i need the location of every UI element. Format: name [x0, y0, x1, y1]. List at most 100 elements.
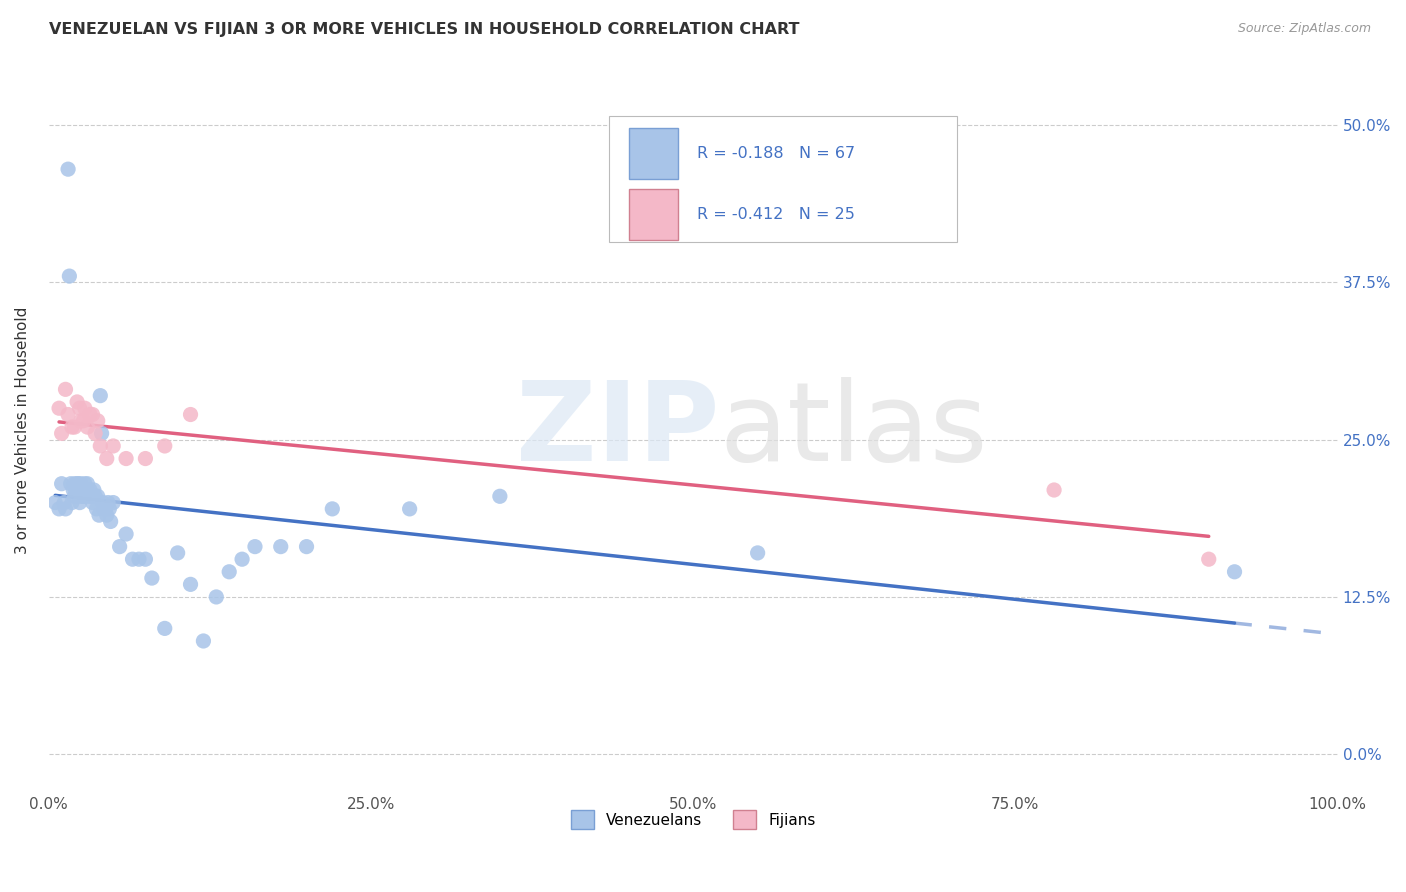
Point: [166, 546, 188, 560]
Y-axis label: 3 or more Vehicles in Household: 3 or more Vehicles in Household: [15, 307, 30, 554]
Point: [98, 501, 121, 516]
Point: [70, 414, 93, 428]
Point: [108, 540, 131, 554]
FancyBboxPatch shape: [609, 116, 957, 242]
Point: [62, 483, 84, 497]
FancyBboxPatch shape: [628, 128, 678, 178]
Point: [55, 501, 77, 516]
Legend: Venezuelans, Fijians: Venezuelans, Fijians: [565, 804, 821, 835]
Point: [180, 577, 202, 591]
Point: [73, 489, 96, 503]
Point: [96, 508, 118, 523]
Point: [134, 451, 156, 466]
Point: [55, 382, 77, 396]
Point: [86, 501, 108, 516]
Point: [48, 501, 70, 516]
Point: [1043, 483, 1066, 497]
Point: [53, 495, 76, 509]
Point: [489, 489, 512, 503]
Text: R = -0.188   N = 67: R = -0.188 N = 67: [697, 146, 855, 161]
Point: [65, 483, 87, 497]
Text: atlas: atlas: [718, 376, 987, 483]
Point: [72, 483, 94, 497]
Point: [84, 489, 107, 503]
Point: [103, 495, 125, 509]
Point: [80, 489, 103, 503]
Point: [115, 527, 138, 541]
Point: [73, 401, 96, 416]
Point: [66, 395, 89, 409]
Point: [58, 269, 80, 284]
Point: [73, 476, 96, 491]
Point: [153, 621, 176, 635]
Text: VENEZUELAN VS FIJIAN 3 OR MORE VEHICLES IN HOUSEHOLD CORRELATION CHART: VENEZUELAN VS FIJIAN 3 OR MORE VEHICLES …: [49, 22, 800, 37]
Point: [51, 426, 73, 441]
Point: [231, 552, 253, 566]
Point: [70, 489, 93, 503]
Point: [193, 634, 215, 648]
Point: [69, 495, 91, 509]
Text: R = -0.412   N = 25: R = -0.412 N = 25: [697, 207, 855, 222]
Point: [76, 483, 98, 497]
Point: [100, 515, 122, 529]
Point: [79, 483, 101, 497]
Point: [1223, 565, 1246, 579]
Point: [66, 476, 89, 491]
Point: [295, 540, 318, 554]
Point: [72, 414, 94, 428]
FancyBboxPatch shape: [628, 189, 678, 240]
Point: [60, 495, 83, 509]
Point: [243, 540, 266, 554]
Point: [128, 552, 150, 566]
Point: [63, 420, 86, 434]
Point: [103, 439, 125, 453]
Point: [93, 501, 115, 516]
Point: [180, 408, 202, 422]
Point: [94, 501, 117, 516]
Point: [87, 489, 110, 503]
Point: [321, 501, 343, 516]
Point: [67, 476, 90, 491]
Point: [121, 552, 143, 566]
Text: ZIP: ZIP: [516, 376, 718, 483]
Point: [90, 426, 112, 441]
Point: [76, 476, 98, 491]
Point: [51, 476, 73, 491]
Point: [87, 508, 110, 523]
Point: [134, 552, 156, 566]
Point: [115, 451, 138, 466]
Point: [48, 401, 70, 416]
Point: [153, 439, 176, 453]
Point: [91, 495, 114, 509]
Point: [75, 483, 97, 497]
Point: [141, 571, 163, 585]
Point: [218, 565, 240, 579]
Point: [44, 495, 66, 509]
Point: [66, 483, 89, 497]
Point: [77, 489, 100, 503]
Point: [83, 483, 105, 497]
Point: [56, 408, 79, 422]
Point: [82, 408, 104, 422]
Point: [69, 401, 91, 416]
Point: [59, 476, 82, 491]
Point: [270, 540, 292, 554]
Point: [82, 495, 104, 509]
Point: [56, 162, 79, 177]
Point: [76, 420, 98, 434]
Point: [747, 546, 769, 560]
Text: Source: ZipAtlas.com: Source: ZipAtlas.com: [1237, 22, 1371, 36]
Point: [89, 389, 111, 403]
Point: [97, 495, 120, 509]
Point: [87, 414, 110, 428]
Point: [72, 483, 94, 497]
Point: [72, 489, 94, 503]
Point: [89, 439, 111, 453]
Point: [60, 420, 83, 434]
Point: [79, 408, 101, 422]
Point: [84, 426, 107, 441]
Point: [70, 476, 93, 491]
Point: [63, 476, 86, 491]
Point: [96, 451, 118, 466]
Point: [63, 489, 86, 503]
